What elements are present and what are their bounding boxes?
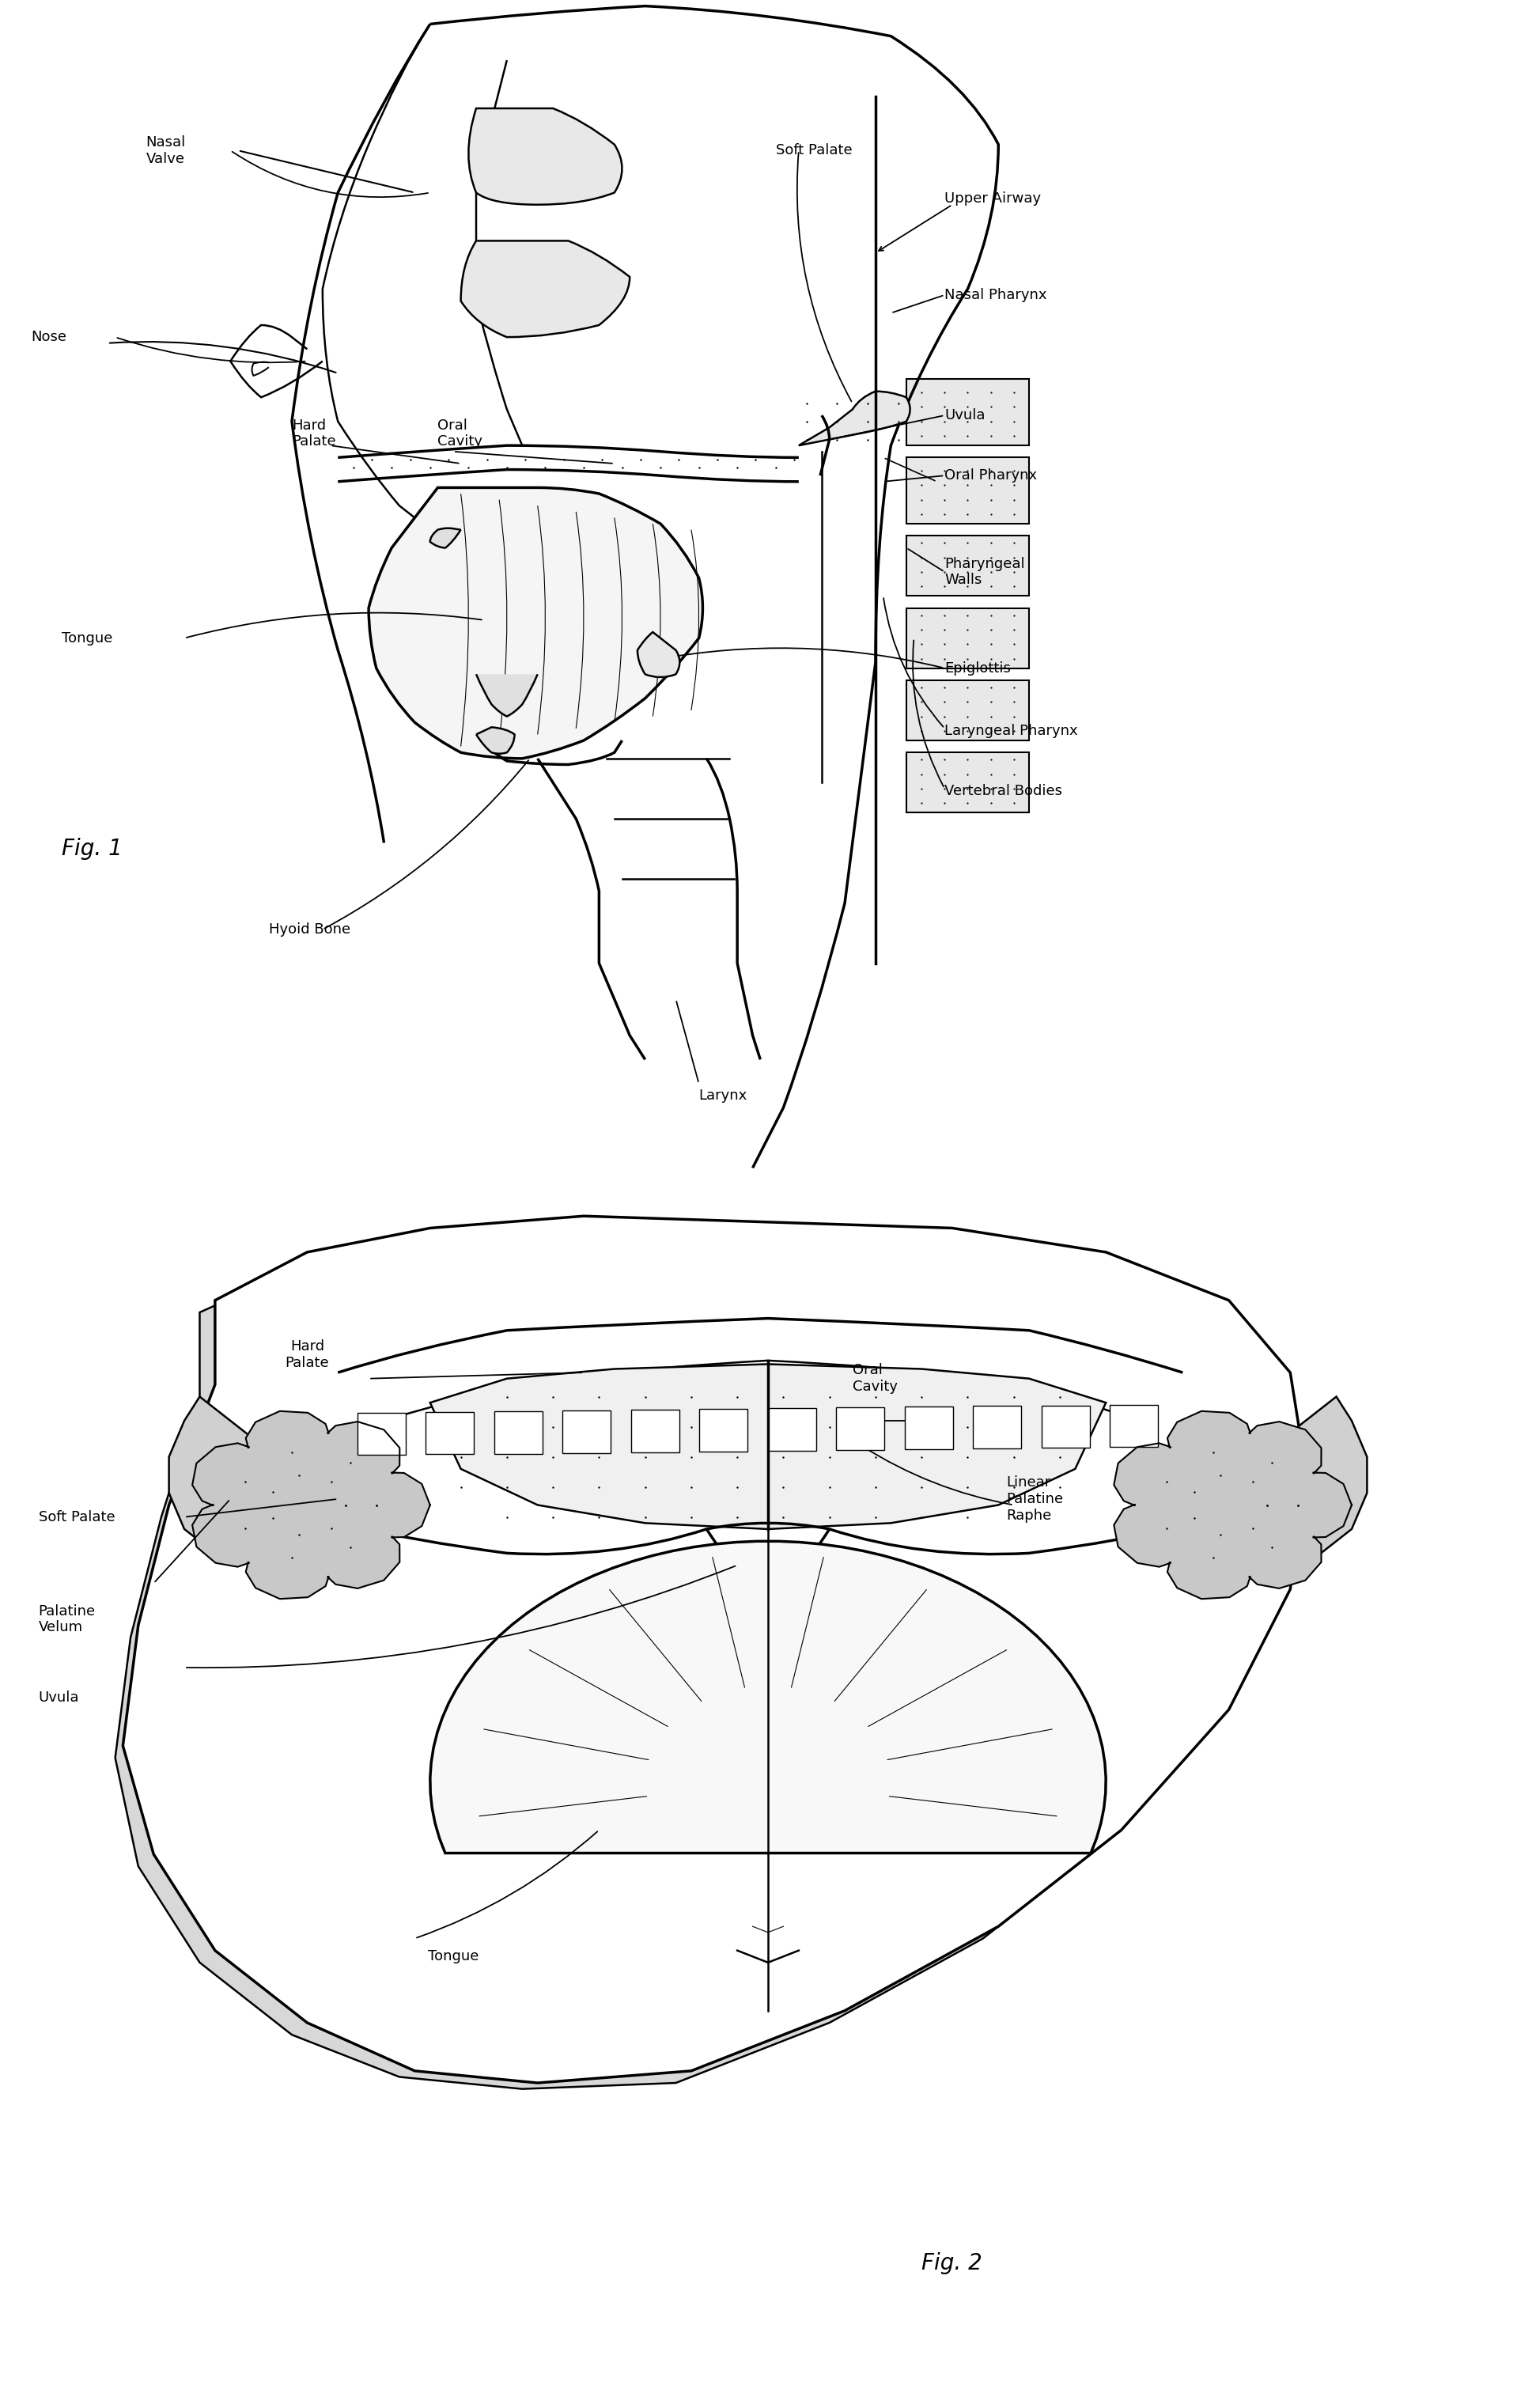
FancyBboxPatch shape — [906, 458, 1029, 525]
PathPatch shape — [637, 633, 680, 677]
Polygon shape — [123, 1216, 1306, 2083]
FancyBboxPatch shape — [1111, 1404, 1158, 1447]
Polygon shape — [192, 1411, 430, 1599]
Text: Soft Palate: Soft Palate — [38, 1510, 115, 1524]
FancyBboxPatch shape — [1041, 1406, 1089, 1447]
FancyBboxPatch shape — [906, 609, 1029, 667]
Text: Epiglottis: Epiglottis — [945, 662, 1011, 674]
Text: Upper Airway: Upper Airway — [945, 193, 1041, 205]
FancyBboxPatch shape — [906, 679, 1029, 739]
Text: Fig. 2: Fig. 2 — [922, 2251, 983, 2276]
Text: Oral
Cavity: Oral Cavity — [438, 419, 482, 448]
FancyBboxPatch shape — [906, 751, 1029, 811]
FancyBboxPatch shape — [972, 1406, 1021, 1447]
Text: Oral
Cavity: Oral Cavity — [852, 1363, 897, 1394]
PathPatch shape — [476, 674, 538, 718]
FancyBboxPatch shape — [836, 1409, 885, 1450]
Text: Vertebral Bodies: Vertebral Bodies — [945, 785, 1063, 797]
FancyBboxPatch shape — [699, 1409, 748, 1452]
Text: Palatine
Velum: Palatine Velum — [38, 1604, 95, 1635]
Text: Uvula: Uvula — [38, 1690, 80, 1705]
PathPatch shape — [369, 486, 703, 759]
Text: Hard
Palate: Hard Palate — [292, 419, 336, 448]
Polygon shape — [115, 1228, 1290, 2088]
Text: Tongue: Tongue — [61, 631, 112, 645]
FancyBboxPatch shape — [906, 378, 1029, 445]
PathPatch shape — [461, 241, 630, 337]
FancyBboxPatch shape — [905, 1406, 952, 1450]
Text: Linear
Palatine
Raphe: Linear Palatine Raphe — [1006, 1476, 1063, 1522]
Text: Fig. 1: Fig. 1 — [61, 838, 123, 860]
Polygon shape — [430, 1541, 1106, 1854]
FancyBboxPatch shape — [906, 535, 1029, 595]
PathPatch shape — [468, 108, 622, 205]
Text: Pharyngeal
Walls: Pharyngeal Walls — [945, 556, 1025, 588]
FancyBboxPatch shape — [631, 1411, 679, 1452]
Text: Hyoid Bone: Hyoid Bone — [269, 922, 350, 937]
FancyBboxPatch shape — [768, 1409, 816, 1450]
Polygon shape — [1114, 1411, 1352, 1599]
Text: Hard
Palate: Hard Palate — [286, 1339, 329, 1370]
Text: Oral Pharynx: Oral Pharynx — [945, 470, 1037, 482]
Polygon shape — [169, 1397, 353, 1553]
FancyBboxPatch shape — [495, 1411, 542, 1454]
Text: Soft Palate: Soft Palate — [776, 144, 852, 157]
FancyBboxPatch shape — [425, 1411, 475, 1454]
FancyBboxPatch shape — [356, 1413, 406, 1454]
Text: Nasal Pharynx: Nasal Pharynx — [945, 289, 1048, 301]
Text: Larynx: Larynx — [699, 1088, 748, 1103]
Text: Uvula: Uvula — [945, 409, 986, 421]
Text: Tongue: Tongue — [427, 1950, 479, 1963]
PathPatch shape — [430, 527, 461, 549]
Polygon shape — [1183, 1397, 1367, 1553]
FancyBboxPatch shape — [562, 1411, 611, 1452]
Polygon shape — [430, 1363, 1106, 1529]
PathPatch shape — [799, 390, 909, 445]
Text: Nasal
Valve: Nasal Valve — [146, 135, 186, 166]
Text: Nose: Nose — [31, 330, 66, 344]
PathPatch shape — [476, 727, 515, 754]
Text: Laryngeal Pharynx: Laryngeal Pharynx — [945, 725, 1078, 737]
